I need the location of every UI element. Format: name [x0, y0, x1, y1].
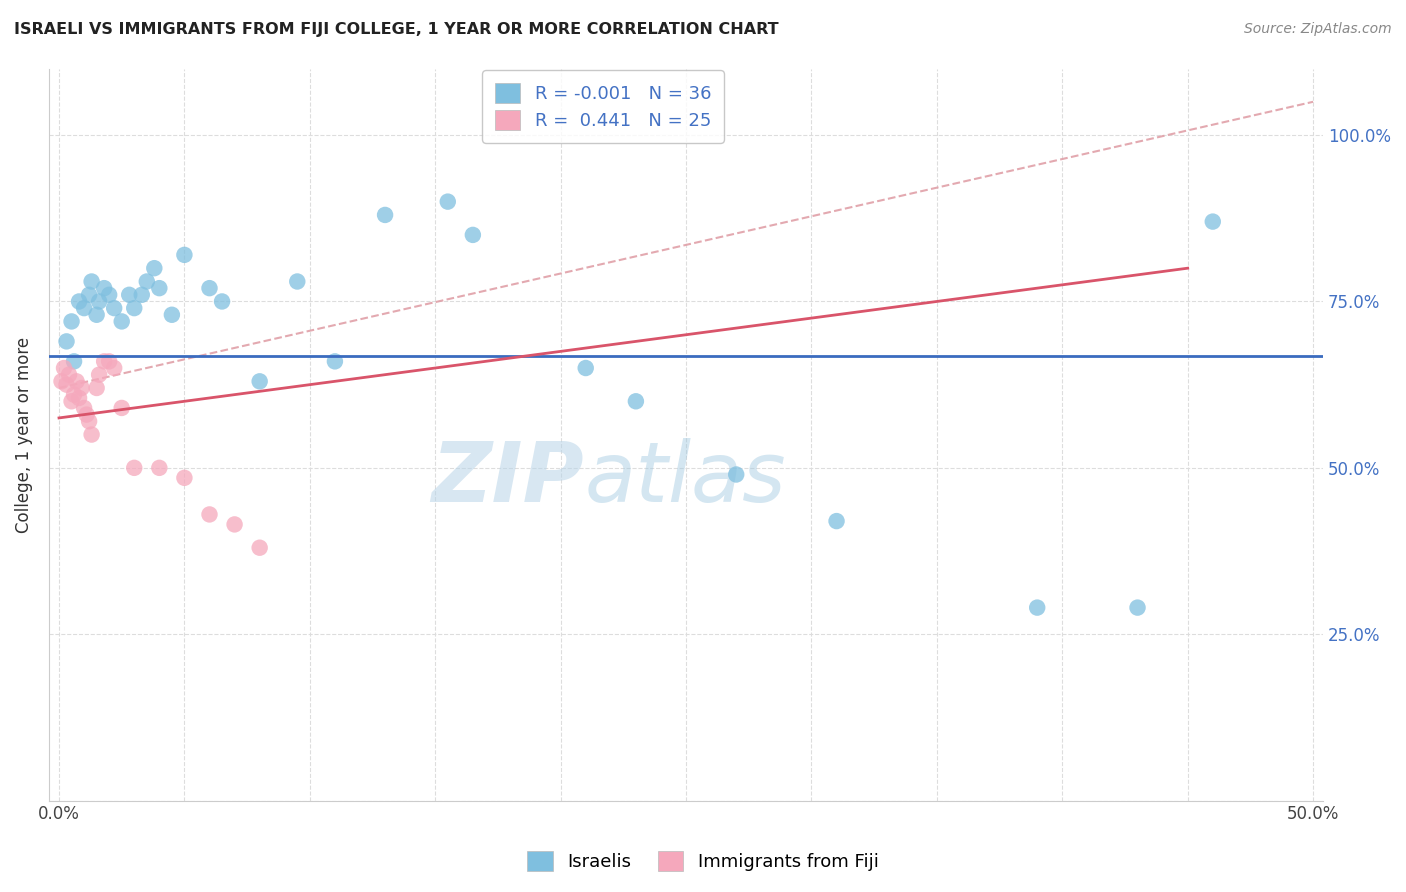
- Text: Source: ZipAtlas.com: Source: ZipAtlas.com: [1244, 22, 1392, 37]
- Point: [285, 275, 308, 289]
- Point: [436, 194, 458, 209]
- Point: [86, 381, 108, 395]
- Text: ZIP: ZIP: [432, 438, 583, 519]
- Point: [198, 281, 221, 295]
- Point: [73, 301, 96, 315]
- Text: ISRAELI VS IMMIGRANTS FROM FIJI COLLEGE, 1 YEAR OR MORE CORRELATION CHART: ISRAELI VS IMMIGRANTS FROM FIJI COLLEGE,…: [14, 22, 779, 37]
- Point: [1202, 214, 1225, 228]
- Point: [249, 374, 271, 388]
- Point: [825, 514, 848, 528]
- Point: [80, 427, 103, 442]
- Point: [86, 308, 108, 322]
- Point: [211, 294, 233, 309]
- Point: [51, 374, 73, 388]
- Point: [55, 377, 77, 392]
- Point: [73, 401, 96, 415]
- Point: [70, 381, 93, 395]
- Point: [122, 301, 145, 315]
- Point: [98, 287, 121, 301]
- Point: [624, 394, 647, 409]
- Point: [60, 314, 83, 328]
- Y-axis label: College, 1 year or more: College, 1 year or more: [15, 336, 32, 533]
- Point: [98, 354, 121, 368]
- Point: [1126, 600, 1149, 615]
- Legend: Israelis, Immigrants from Fiji: Israelis, Immigrants from Fiji: [520, 844, 886, 879]
- Point: [118, 287, 141, 301]
- Point: [131, 287, 153, 301]
- Point: [103, 301, 125, 315]
- Point: [143, 261, 166, 276]
- Point: [198, 508, 221, 522]
- Point: [93, 281, 115, 295]
- Text: atlas: atlas: [583, 438, 786, 519]
- Point: [173, 248, 195, 262]
- Point: [1026, 600, 1049, 615]
- Point: [323, 354, 346, 368]
- Point: [103, 361, 125, 376]
- Point: [63, 354, 86, 368]
- Point: [249, 541, 271, 555]
- Point: [224, 517, 246, 532]
- Point: [173, 471, 195, 485]
- Point: [374, 208, 396, 222]
- Point: [77, 414, 100, 428]
- Point: [80, 275, 103, 289]
- Point: [135, 275, 157, 289]
- Point: [111, 401, 134, 415]
- Point: [76, 408, 98, 422]
- Point: [58, 368, 80, 382]
- Point: [111, 314, 134, 328]
- Point: [77, 287, 100, 301]
- Point: [67, 294, 90, 309]
- Point: [122, 460, 145, 475]
- Point: [55, 334, 77, 349]
- Point: [93, 354, 115, 368]
- Point: [575, 361, 598, 376]
- Legend: R = -0.001   N = 36, R =  0.441   N = 25: R = -0.001 N = 36, R = 0.441 N = 25: [482, 70, 724, 143]
- Point: [65, 374, 87, 388]
- Point: [63, 387, 86, 401]
- Point: [725, 467, 748, 482]
- Point: [67, 391, 90, 405]
- Point: [461, 227, 484, 242]
- Point: [89, 368, 111, 382]
- Point: [89, 294, 111, 309]
- Point: [60, 394, 83, 409]
- Point: [53, 361, 76, 376]
- Point: [160, 308, 183, 322]
- Point: [148, 281, 170, 295]
- Point: [148, 460, 170, 475]
